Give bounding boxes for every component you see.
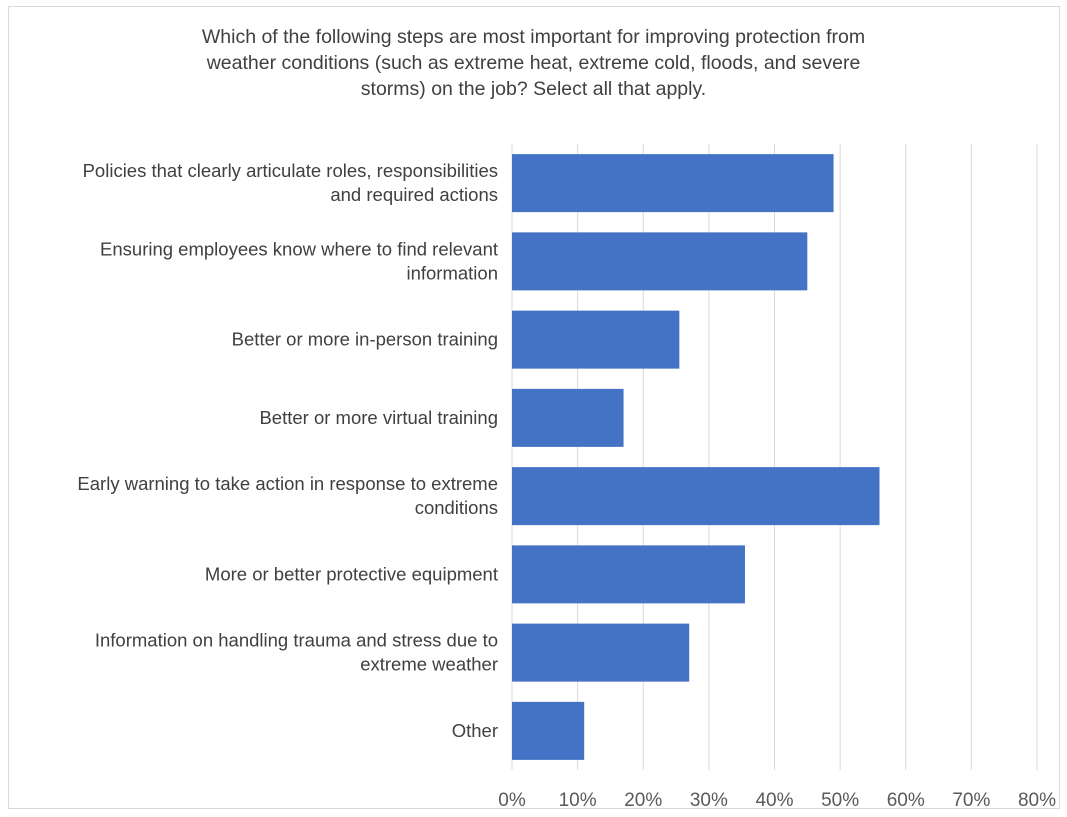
x-tick-label-40: 40% — [755, 790, 793, 811]
x-tick-label-10: 10% — [559, 790, 597, 811]
x-tick-label-60: 60% — [887, 790, 925, 811]
x-tick-label-30: 30% — [690, 790, 728, 811]
x-tick-label-20: 20% — [624, 790, 662, 811]
x-tick-label-0: 0% — [498, 790, 526, 811]
bar-5 — [512, 467, 880, 526]
category-label-3: Better or more in-person training — [232, 329, 498, 350]
category-label-1: Policies that clearly articulate roles, … — [83, 160, 498, 205]
x-tick-label-80: 80% — [1018, 790, 1056, 811]
bar-7 — [512, 623, 690, 682]
category-label-7: Information on handling trauma and stres… — [95, 630, 498, 675]
bar-2 — [512, 232, 808, 291]
x-tick-label-50: 50% — [821, 790, 859, 811]
category-label-6: More or better protective equipment — [205, 563, 498, 584]
category-label-8: Other — [452, 720, 498, 741]
bar-8 — [512, 701, 585, 760]
bar-1 — [512, 154, 834, 213]
bar-6 — [512, 545, 745, 604]
bar-3 — [512, 310, 680, 369]
category-label-2: Ensuring employees know where to find re… — [100, 238, 498, 283]
bar-4 — [512, 388, 624, 447]
chart-title: Which of the following steps are most im… — [201, 26, 866, 100]
category-label-5: Early warning to take action in response… — [77, 473, 498, 518]
category-label-4: Better or more virtual training — [259, 407, 498, 428]
x-tick-label-70: 70% — [952, 790, 990, 811]
